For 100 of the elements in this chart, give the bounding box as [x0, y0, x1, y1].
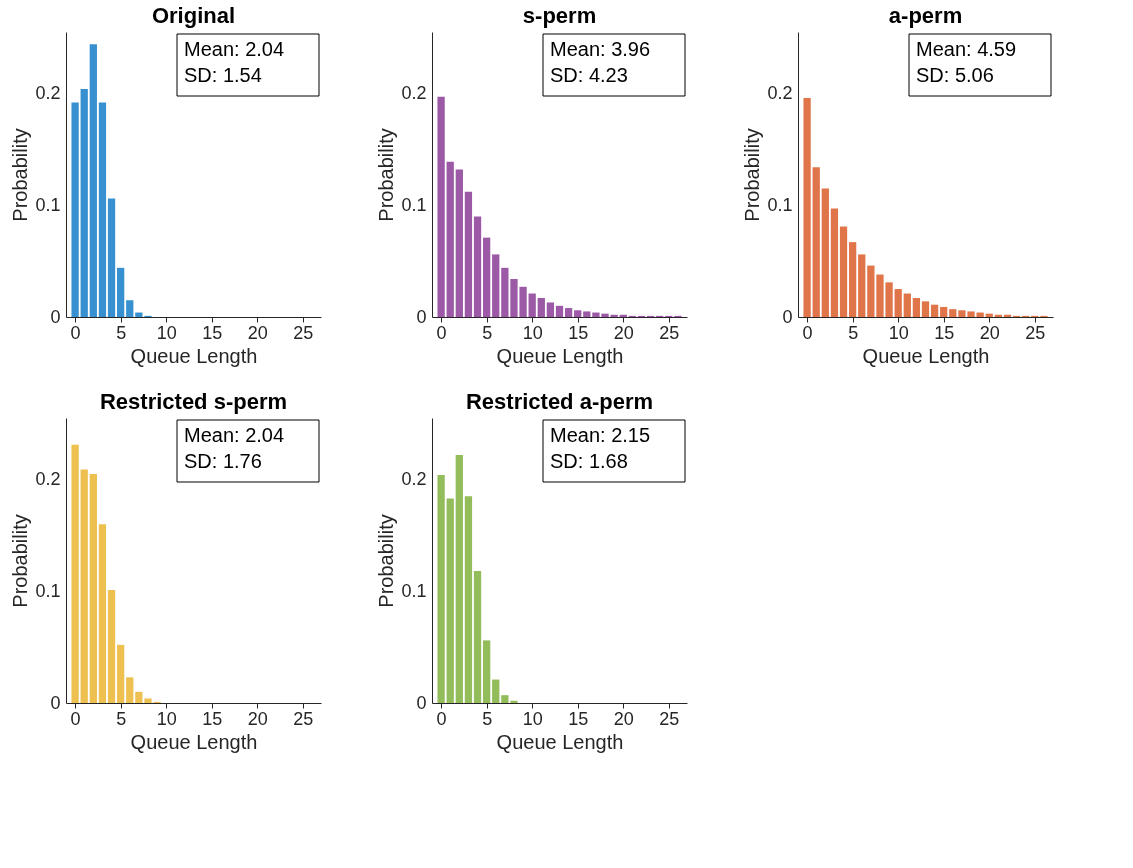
bar: [89, 44, 97, 317]
y-tick-label: 0.1: [35, 580, 61, 601]
bar: [930, 304, 939, 317]
x-tick-label: 20: [979, 322, 1000, 343]
y-axis-title: Probability: [375, 514, 398, 608]
x-tick-label: 15: [568, 322, 589, 343]
x-tick-label: 0: [70, 322, 81, 343]
annotation: Mean: 2.15: [550, 424, 651, 446]
x-tick-label: 10: [156, 322, 177, 343]
y-axis-title: Probability: [9, 128, 32, 222]
annotation: SD: 1.54: [184, 64, 262, 86]
bar: [473, 571, 482, 703]
bar: [564, 308, 573, 317]
bar: [903, 293, 911, 317]
bar: [940, 306, 948, 317]
bar: [117, 267, 125, 317]
bar: [894, 289, 902, 317]
chart-title: Restricted a-perm: [465, 389, 654, 414]
bar: [537, 298, 545, 317]
bar: [126, 300, 134, 317]
y-axis-title: Probability: [375, 128, 398, 222]
bar: [98, 102, 107, 317]
x-tick-label: 25: [1025, 322, 1046, 343]
y-tick-label: 0: [782, 306, 793, 327]
x-axis-title: Queue Length: [862, 344, 990, 367]
bar: [446, 498, 454, 703]
bar: [473, 216, 482, 317]
y-tick-label: 0.1: [767, 194, 793, 215]
bar: [117, 644, 125, 703]
bar: [492, 679, 500, 703]
bar: [812, 167, 820, 317]
annotation: Mean: 4.59: [916, 38, 1017, 60]
y-tick-label: 0.1: [401, 194, 427, 215]
x-tick-label: 20: [613, 322, 634, 343]
x-tick-label: 5: [116, 708, 127, 729]
bar: [107, 590, 116, 703]
annotation: Mean: 2.04: [184, 424, 285, 446]
x-tick-label: 10: [522, 322, 543, 343]
annotation: SD: 4.23: [550, 64, 628, 86]
bar: [437, 96, 445, 317]
x-tick-label: 5: [482, 322, 493, 343]
bar: [583, 311, 591, 317]
x-tick-label: 20: [247, 322, 268, 343]
bar: [821, 188, 829, 317]
y-tick-label: 0.2: [401, 468, 427, 489]
bar: [921, 301, 930, 317]
bar: [464, 496, 473, 703]
annotation: SD: 1.68: [550, 450, 628, 472]
bar: [464, 191, 473, 317]
bar: [546, 302, 555, 317]
bar: [839, 226, 848, 317]
x-tick-label: 0: [70, 708, 81, 729]
chart-title: Restricted s-perm: [99, 389, 288, 414]
x-tick-label: 0: [436, 708, 447, 729]
bar: [89, 473, 97, 703]
y-axis-title: Probability: [9, 514, 32, 608]
x-tick-label: 5: [116, 322, 127, 343]
y-tick-label: 0: [50, 306, 61, 327]
x-tick-label: 10: [888, 322, 909, 343]
bar: [455, 169, 463, 317]
y-tick-label: 0: [50, 692, 61, 713]
y-axis-title: Probability: [741, 128, 764, 222]
bar: [71, 102, 79, 317]
bar: [126, 677, 134, 703]
bar: [80, 89, 88, 317]
bar: [437, 475, 445, 703]
bar: [555, 305, 564, 317]
y-tick-label: 0: [416, 692, 427, 713]
x-tick-label: 25: [659, 322, 680, 343]
x-tick-label: 15: [934, 322, 955, 343]
bar: [80, 469, 88, 703]
bar: [803, 97, 811, 317]
y-tick-label: 0.2: [401, 82, 427, 103]
x-tick-label: 5: [848, 322, 859, 343]
annotation: SD: 5.06: [916, 64, 994, 86]
bar: [107, 198, 116, 317]
bar: [98, 524, 107, 703]
chart-title: a-perm: [888, 3, 963, 28]
x-tick-label: 5: [482, 708, 493, 729]
x-tick-label: 10: [156, 708, 177, 729]
bar: [492, 254, 500, 317]
x-tick-label: 15: [568, 708, 589, 729]
x-tick-label: 0: [802, 322, 813, 343]
bar: [912, 298, 921, 317]
bar: [71, 444, 79, 703]
bar: [483, 237, 491, 317]
x-axis-title: Queue Length: [496, 344, 624, 367]
x-tick-label: 10: [522, 708, 543, 729]
x-axis-title: Queue Length: [130, 344, 258, 367]
x-tick-label: 15: [202, 708, 223, 729]
bar: [574, 310, 582, 317]
y-tick-label: 0.1: [35, 194, 61, 215]
x-tick-label: 25: [293, 322, 314, 343]
bar: [858, 254, 866, 317]
bar: [528, 293, 536, 317]
bar: [446, 161, 454, 317]
annotation: Mean: 3.96: [550, 38, 651, 60]
bar: [849, 242, 857, 317]
chart-title: Original: [151, 3, 236, 28]
x-tick-label: 0: [436, 322, 447, 343]
